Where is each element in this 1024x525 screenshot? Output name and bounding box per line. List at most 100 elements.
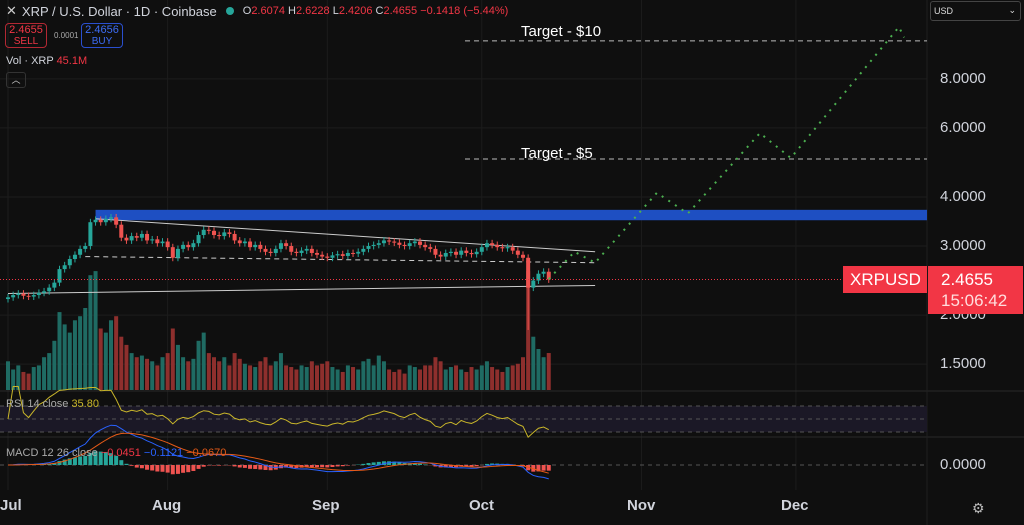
volume-bar bbox=[351, 367, 356, 390]
rsi-line bbox=[7, 386, 549, 439]
macd-y-tick: 0.0000 bbox=[940, 456, 986, 473]
candle-body bbox=[510, 247, 515, 251]
y-tick: 4.0000 bbox=[940, 188, 986, 205]
candle-body bbox=[242, 241, 247, 244]
volume-bar bbox=[536, 349, 541, 390]
candle-body bbox=[320, 254, 325, 257]
sell-label: SELL bbox=[13, 36, 39, 47]
macd-histogram-bar bbox=[469, 465, 474, 467]
y-tick: 3.0000 bbox=[940, 237, 986, 254]
settings-icon[interactable]: ⚙ bbox=[972, 500, 985, 516]
volume-bar bbox=[315, 365, 319, 390]
buy-label: BUY bbox=[91, 36, 113, 47]
candle-body bbox=[484, 243, 489, 248]
buy-button[interactable]: 2.4656 BUY bbox=[81, 23, 123, 48]
volume-bar bbox=[129, 353, 134, 390]
macd-histogram-bar bbox=[546, 465, 551, 471]
macd-histogram-bar bbox=[258, 465, 263, 470]
candle-body bbox=[160, 241, 165, 244]
symbol-header: ✕ XRP / U.S. Dollar · 1D · Coinbase O2.6… bbox=[6, 3, 508, 19]
x-icon[interactable]: ✕ bbox=[6, 3, 17, 18]
macd-histogram-bar bbox=[253, 465, 258, 469]
volume-bar bbox=[263, 357, 268, 390]
candle-body bbox=[407, 243, 412, 247]
macd-histogram-bar bbox=[309, 465, 314, 468]
volume-bar bbox=[103, 332, 108, 390]
chevron-up-icon[interactable]: ︿ bbox=[6, 72, 26, 88]
macd-histogram-bar bbox=[284, 465, 289, 468]
candle-body bbox=[381, 240, 386, 244]
candle-body bbox=[299, 250, 304, 253]
volume-bar bbox=[381, 361, 386, 390]
macd-histogram-bar bbox=[340, 465, 345, 467]
candle-body bbox=[454, 251, 459, 255]
candle-body bbox=[150, 239, 155, 241]
candle-body bbox=[36, 292, 41, 296]
candle-body bbox=[490, 243, 495, 245]
candle-body bbox=[433, 248, 438, 255]
candle-body bbox=[57, 269, 62, 283]
candle-body bbox=[392, 241, 397, 243]
volume-bar bbox=[505, 367, 510, 390]
candle-body bbox=[366, 246, 371, 249]
volume-bar bbox=[21, 371, 26, 390]
rsi-label: RSI 14 close bbox=[6, 398, 69, 410]
candle-body bbox=[448, 251, 453, 253]
candle-body bbox=[438, 254, 443, 257]
candle-body bbox=[402, 244, 407, 247]
candle-body bbox=[114, 217, 119, 225]
currency-select[interactable]: USD ⌄ bbox=[930, 1, 1021, 21]
volume-bar bbox=[500, 371, 505, 390]
macd-hist-value: −0.0451 bbox=[100, 447, 141, 459]
volume-bar bbox=[495, 369, 500, 390]
candle-body bbox=[304, 248, 309, 251]
macd-histogram-bar bbox=[541, 465, 546, 471]
macd-line bbox=[7, 424, 549, 480]
candle-body bbox=[371, 244, 376, 247]
volume-bar bbox=[72, 320, 77, 390]
volume-bar bbox=[361, 361, 366, 390]
candle-body bbox=[155, 239, 160, 244]
target-5-label[interactable]: Target - $5 bbox=[521, 145, 593, 162]
symbol-title[interactable]: XRP / U.S. Dollar · 1D · Coinbase bbox=[21, 3, 217, 19]
low-label: L bbox=[332, 5, 339, 17]
volume-bar bbox=[119, 336, 124, 390]
candle-body bbox=[495, 244, 500, 248]
macd-value: −0.1121 bbox=[143, 447, 184, 459]
macd-histogram-bar bbox=[160, 465, 165, 472]
macd-histogram-bar bbox=[443, 465, 448, 468]
volume-bar bbox=[546, 353, 551, 390]
volume-bar bbox=[325, 361, 330, 390]
chevron-down-icon: ⌄ bbox=[1008, 5, 1016, 15]
macd-histogram-bar bbox=[109, 453, 113, 465]
candle-body bbox=[443, 252, 448, 257]
candle-body bbox=[145, 233, 150, 241]
macd-histogram-bar bbox=[392, 461, 397, 465]
candle-body bbox=[536, 273, 541, 281]
sell-button[interactable]: 2.4655 SELL bbox=[5, 23, 47, 48]
volume-bar bbox=[454, 365, 459, 390]
target-10-label[interactable]: Target - $10 bbox=[521, 23, 602, 40]
volume-bar bbox=[464, 371, 469, 390]
macd-histogram-bar bbox=[83, 456, 88, 465]
high-label: H bbox=[288, 5, 296, 17]
macd-histogram-bar bbox=[62, 459, 67, 465]
macd-histogram-bar bbox=[484, 463, 489, 465]
volume-bar bbox=[531, 336, 536, 390]
volume-bar bbox=[423, 365, 428, 390]
volume-bar bbox=[484, 361, 489, 390]
candle-body bbox=[521, 254, 525, 258]
volume-bar bbox=[42, 357, 47, 390]
macd-histogram-bar bbox=[206, 465, 211, 466]
candle-body bbox=[330, 255, 335, 258]
x-tick: Oct bbox=[469, 497, 495, 514]
candle-body bbox=[232, 233, 237, 241]
volume-bar bbox=[387, 369, 392, 390]
candle-body bbox=[248, 241, 253, 248]
candle-body bbox=[103, 218, 108, 223]
volume-bar bbox=[248, 365, 253, 390]
volume-bar bbox=[402, 373, 407, 390]
projection-path bbox=[548, 25, 905, 280]
dashed-trendline bbox=[85, 256, 596, 264]
